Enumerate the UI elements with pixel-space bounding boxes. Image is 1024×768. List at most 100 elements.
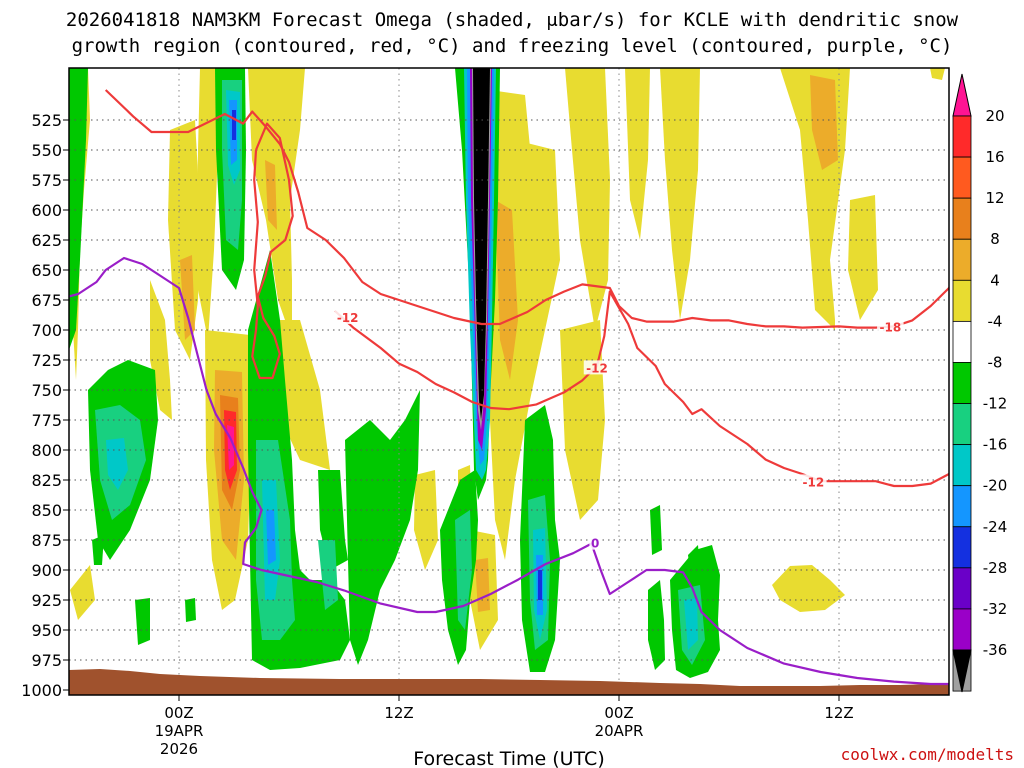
omega-shade-strong-black <box>473 68 490 420</box>
plot-area: -12 -12 -18 -12 0 <box>69 68 949 695</box>
colorbar-level-label: -28 <box>983 559 1008 577</box>
omega-shade-orange <box>810 75 838 170</box>
x-axis-title: Forecast Time (UTC) <box>413 748 604 768</box>
omega-shade-yellow <box>930 68 945 80</box>
colorbar-level-label: 16 <box>985 148 1004 166</box>
contour-label: -18 <box>879 321 901 335</box>
x-tick-label: 00Z <box>164 704 193 722</box>
omega-shade-yellow <box>565 68 610 330</box>
omega-shade-teal <box>455 510 472 630</box>
omega-shade-green <box>650 505 662 555</box>
y-axis: 525 550 575 600 625 650 675 700 725 750 775 800 825 8… <box>21 111 69 700</box>
omega-shade-yellow <box>414 470 438 570</box>
colorbar-level-label: -24 <box>983 518 1008 536</box>
colorbar: 20 16 12 8 4 -4 -8 -12 -16 -20 -24 -28 -32 -36 <box>952 73 1008 693</box>
gridlines <box>69 68 949 695</box>
contour-label-background <box>334 310 361 324</box>
colorbar-level-label: -20 <box>983 477 1008 495</box>
contour-label: -12 <box>337 311 359 325</box>
y-tick-label: 600 <box>31 201 62 220</box>
contour-label-background <box>583 360 611 375</box>
contour-label-background <box>800 474 827 489</box>
y-tick-label: 625 <box>31 231 62 250</box>
y-tick-label: 900 <box>31 561 62 580</box>
x-tick-year-label: 2026 <box>160 740 198 758</box>
colorbar-level-label: -4 <box>988 312 1003 330</box>
omega-shade-orange <box>265 160 277 230</box>
omega-shade-teal <box>318 540 338 610</box>
colorbar-level-label: -16 <box>983 436 1008 454</box>
colorbar-swatch <box>952 526 972 569</box>
contour-freezing-level <box>69 256 949 686</box>
plot-frame <box>68 67 950 696</box>
y-tick-label: 875 <box>31 531 62 550</box>
colorbar-swatch <box>952 320 972 363</box>
contour-label: -12 <box>586 361 608 375</box>
contour-label: -12 <box>802 475 824 489</box>
omega-shade-darkblue <box>232 110 236 140</box>
omega-shade-orange <box>495 200 518 380</box>
omega-shade-green <box>648 580 665 670</box>
y-tick-label: 725 <box>31 351 62 370</box>
x-tick-label: 12Z <box>824 704 853 722</box>
contour-dgz-bottom <box>334 290 949 488</box>
y-tick-label: 975 <box>31 651 62 670</box>
contour-label-background <box>877 319 904 334</box>
colorbar-level-label: -36 <box>983 641 1008 659</box>
omega-shade-yellow <box>660 68 700 320</box>
omega-shading <box>69 68 945 678</box>
colorbar-level-label: 12 <box>985 189 1004 207</box>
colorbar-swatch <box>952 197 972 240</box>
colorbar-bottom-arrow <box>952 649 972 693</box>
y-tick-label: 675 <box>31 291 62 310</box>
contour-label: 0 <box>591 537 599 551</box>
y-tick-label: 925 <box>31 591 62 610</box>
y-tick-label: 650 <box>31 261 62 280</box>
omega-shade-cyan <box>684 598 698 650</box>
chart-title-line-2: growth region (contoured, red, °C) and f… <box>72 35 953 57</box>
omega-shade-darkblue <box>538 570 542 600</box>
y-tick-label: 1000 <box>21 681 62 700</box>
omega-shade-blue <box>266 510 276 565</box>
credit-text: coolwx.com/modelts <box>841 745 1014 764</box>
contour-dgz-loop1 <box>251 122 294 380</box>
colorbar-level-label: -32 <box>983 600 1008 618</box>
colorbar-swatch <box>952 403 972 446</box>
omega-shade-cyan <box>106 438 128 490</box>
colorbar-swatch <box>952 608 972 651</box>
omega-shade-yellow <box>196 68 222 340</box>
y-tick-label: 525 <box>31 111 62 130</box>
colorbar-level-label: 8 <box>990 230 1000 248</box>
omega-shade-green <box>69 68 88 350</box>
colorbar-swatch <box>952 485 972 528</box>
omega-shade-orange <box>180 255 195 340</box>
colorbar-swatch <box>952 279 972 322</box>
x-tick-label: 00Z <box>604 704 633 722</box>
contour-dgz-top <box>104 89 949 329</box>
colorbar-swatch <box>952 362 972 404</box>
omega-shade-green <box>92 535 104 565</box>
y-tick-label: 750 <box>31 381 62 400</box>
colorbar-swatch <box>952 156 972 199</box>
y-tick-label: 825 <box>31 471 62 490</box>
y-tick-label: 700 <box>31 321 62 340</box>
omega-shade-yellow <box>625 68 650 240</box>
omega-shade-yellow <box>70 565 95 620</box>
omega-shade-green <box>135 598 150 645</box>
terrain-ground <box>69 669 949 695</box>
colorbar-level-label: -12 <box>983 395 1008 413</box>
y-tick-label: 575 <box>31 171 62 190</box>
x-tick-date-label: 19APR <box>155 722 204 740</box>
colorbar-swatch <box>952 115 972 158</box>
x-tick-date-label: 20APR <box>595 722 644 740</box>
y-tick-label: 800 <box>31 441 62 460</box>
contours: -12 -12 -18 -12 0 <box>69 89 949 686</box>
y-tick-label: 775 <box>31 411 62 430</box>
omega-shade-green <box>185 598 196 622</box>
y-tick-label: 950 <box>31 621 62 640</box>
colorbar-level-label: 20 <box>985 107 1004 125</box>
y-tick-label: 550 <box>31 141 62 160</box>
contour-label-background <box>589 535 601 550</box>
omega-shade-green <box>688 545 700 572</box>
